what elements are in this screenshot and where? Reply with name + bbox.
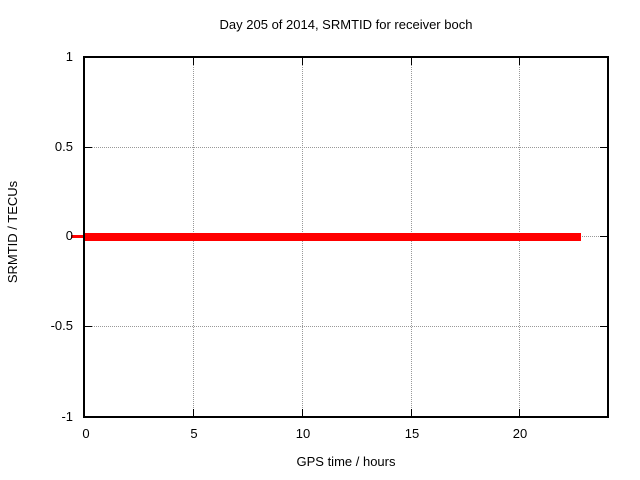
x-tick-mark	[302, 58, 303, 65]
data-series-line	[85, 233, 581, 241]
y-tick-mark	[600, 326, 607, 327]
y-tick-mark	[600, 236, 607, 237]
series-overflow-dash	[71, 235, 83, 238]
plot-area	[83, 56, 609, 418]
x-axis-label: GPS time / hours	[296, 454, 396, 469]
y-tick-label--0.5: -0.5	[50, 318, 73, 333]
x-tick-label-15: 15	[404, 426, 420, 441]
x-tick-mark	[193, 409, 194, 416]
x-tick-mark	[519, 409, 520, 416]
grid-line-y-0.5	[85, 147, 607, 148]
y-tick-label--1: -1	[61, 409, 73, 424]
y-tick-label-0.5: 0.5	[54, 139, 73, 154]
x-tick-mark	[411, 58, 412, 65]
x-tick-label-20: 20	[512, 426, 528, 441]
x-tick-mark	[411, 409, 412, 416]
x-tick-label-10: 10	[295, 426, 311, 441]
y-tick-label-1: 1	[65, 49, 73, 64]
x-tick-label-5: 5	[190, 426, 198, 441]
y-tick-mark	[85, 147, 92, 148]
chart-title: Day 205 of 2014, SRMTID for receiver boc…	[219, 17, 473, 32]
y-tick-mark	[600, 147, 607, 148]
y-tick-mark	[85, 326, 92, 327]
x-tick-label-0: 0	[82, 426, 90, 441]
x-tick-mark	[193, 58, 194, 65]
x-tick-mark	[302, 409, 303, 416]
y-tick-label-0: 0	[65, 228, 73, 243]
grid-line-y--0.5	[85, 326, 607, 327]
x-tick-mark	[519, 58, 520, 65]
